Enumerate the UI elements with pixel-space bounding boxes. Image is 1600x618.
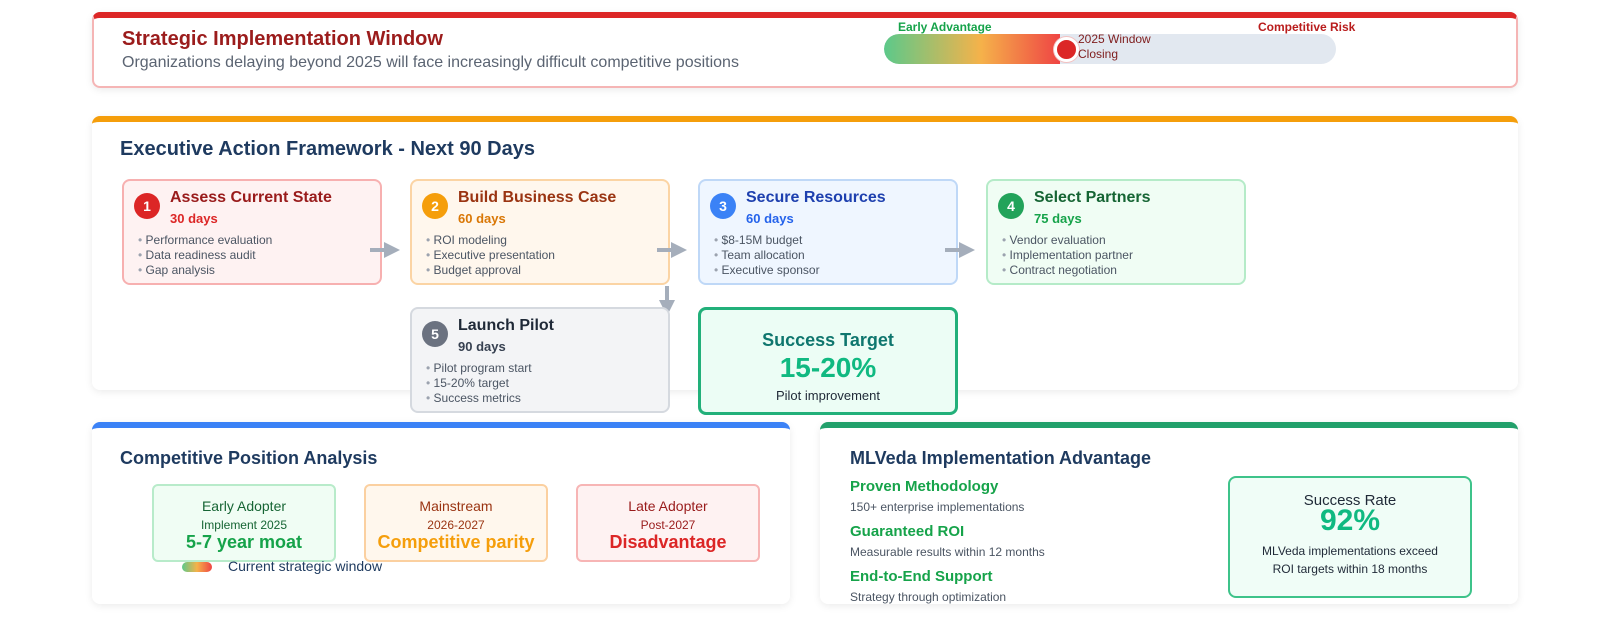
step-duration: 75 days xyxy=(1034,211,1082,226)
position-timing: Implement 2025 xyxy=(200,518,288,532)
step-number: 5 xyxy=(422,321,448,347)
step-bullet: Executive sponsor xyxy=(714,263,820,278)
feature-desc: Strategy through optimization xyxy=(850,590,1007,604)
step-bullet: ROI modeling xyxy=(426,233,555,248)
position-timing: Post-2027 xyxy=(640,518,696,532)
step-launch-pilot: 5 Launch Pilot 90 days Pilot program sta… xyxy=(410,307,670,413)
step-bullets: Vendor evaluation Implementation partner… xyxy=(1002,233,1133,278)
position-timing: 2026-2027 xyxy=(427,518,485,532)
feature-proven-methodology: Proven Methodology 150+ enterprise imple… xyxy=(850,478,1024,514)
feature-desc: 150+ enterprise implementations xyxy=(850,500,1025,514)
feature-title: Guaranteed ROI xyxy=(850,523,965,540)
position-result: Competitive parity xyxy=(377,532,535,552)
step-bullet: Vendor evaluation xyxy=(1002,233,1133,248)
position-early-adopter: Early Adopter Implement 2025 5-7 year mo… xyxy=(152,484,336,562)
step-duration: 90 days xyxy=(458,339,506,354)
step-bullet: 15-20% target xyxy=(426,376,532,391)
step-bullet: Gap analysis xyxy=(138,263,272,278)
feature-end-to-end-support: End-to-End Support Strategy through opti… xyxy=(850,568,1006,604)
timeline-fill xyxy=(884,34,1061,64)
step-title: Assess Current State xyxy=(170,189,332,206)
window-subtitle: Organizations delaying beyond 2025 will … xyxy=(122,54,739,71)
feature-desc: Measurable results within 12 months xyxy=(850,545,1045,559)
success-rate-box: Success Rate 92% MLVeda implementations … xyxy=(1228,476,1472,598)
arrow-right-icon xyxy=(370,242,400,258)
timeline-early-label: Early Advantage xyxy=(898,20,992,34)
position-name: Late Adopter xyxy=(628,498,708,514)
step-bullets: $8-15M budget Team allocation Executive … xyxy=(714,233,820,278)
legend-label: Current strategic window xyxy=(228,558,383,574)
timeline-risk-label: Competitive Risk xyxy=(1258,20,1356,34)
step-number: 2 xyxy=(422,193,448,219)
step-bullet: Implementation partner xyxy=(1002,248,1133,263)
legend-swatch xyxy=(182,562,212,572)
timeline-marker-label: 2025 Window Closing xyxy=(1078,32,1151,61)
success-target-label: Success Target xyxy=(762,330,894,350)
mlveda-title: MLVeda Implementation Advantage xyxy=(850,448,1152,468)
step-bullets: ROI modeling Executive presentation Budg… xyxy=(426,233,555,278)
step-bullet: Pilot program start xyxy=(426,361,532,376)
step-number: 1 xyxy=(134,193,160,219)
success-target-box: Success Target 15-20% Pilot improvement xyxy=(698,307,958,415)
step-number: 4 xyxy=(998,193,1024,219)
position-mainstream: Mainstream 2026-2027 Competitive parity xyxy=(364,484,548,562)
success-rate-value: 92% xyxy=(1319,504,1381,537)
step-bullet: $8-15M budget xyxy=(714,233,820,248)
step-bullets: Pilot program start 15-20% target Succes… xyxy=(426,361,532,406)
step-title: Select Partners xyxy=(1034,189,1151,206)
strategic-window-card: Strategic Implementation Window Organiza… xyxy=(92,12,1518,88)
mlveda-card: MLVeda Implementation Advantage Proven M… xyxy=(820,422,1518,604)
step-select-partners: 4 Select Partners 75 days Vendor evaluat… xyxy=(986,179,1246,285)
step-duration: 60 days xyxy=(746,211,794,226)
step-business-case: 2 Build Business Case 60 days ROI modeli… xyxy=(410,179,670,285)
feature-guaranteed-roi: Guaranteed ROI Measurable results within… xyxy=(850,523,1045,559)
step-bullet: Data readiness audit xyxy=(138,248,272,263)
success-target-value: 15-20% xyxy=(779,352,877,383)
success-rate-label: Success Rate xyxy=(1303,492,1397,509)
step-assess: 1 Assess Current State 30 days Performan… xyxy=(122,179,382,285)
step-number: 3 xyxy=(710,193,736,219)
step-duration: 30 days xyxy=(170,211,218,226)
position-name: Early Adopter xyxy=(201,498,287,514)
step-duration: 60 days xyxy=(458,211,506,226)
timeline-track xyxy=(884,34,1336,64)
competitive-card: Competitive Position Analysis Early Adop… xyxy=(92,422,790,604)
window-title: Strategic Implementation Window xyxy=(122,28,443,50)
position-result: 5-7 year moat xyxy=(185,532,303,552)
step-bullet: Team allocation xyxy=(714,248,820,263)
step-secure-resources: 3 Secure Resources 60 days $8-15M budget… xyxy=(698,179,958,285)
step-bullet: Budget approval xyxy=(426,263,555,278)
position-name: Mainstream xyxy=(419,498,493,514)
step-title: Launch Pilot xyxy=(458,317,554,334)
step-title: Build Business Case xyxy=(458,189,617,206)
step-bullet: Executive presentation xyxy=(426,248,555,263)
step-bullets: Performance evaluation Data readiness au… xyxy=(138,233,273,278)
arrow-right-icon xyxy=(945,242,975,258)
step-bullet: Performance evaluation xyxy=(138,233,273,248)
framework-title: Executive Action Framework - Next 90 Day… xyxy=(120,138,535,160)
arrow-right-icon xyxy=(657,242,687,258)
position-late-adopter: Late Adopter Post-2027 Disadvantage xyxy=(576,484,760,562)
step-bullet: Success metrics xyxy=(426,391,532,406)
timeline-marker xyxy=(1054,37,1079,62)
success-rate-desc: MLVeda implementations exceed ROI target… xyxy=(1262,544,1438,576)
feature-title: End-to-End Support xyxy=(850,568,993,585)
step-title: Secure Resources xyxy=(746,189,886,206)
step-bullet: Contract negotiation xyxy=(1002,263,1133,278)
feature-title: Proven Methodology xyxy=(850,478,999,495)
success-target-sub: Pilot improvement xyxy=(775,388,881,403)
position-result: Disadvantage xyxy=(609,532,727,552)
competitive-title: Competitive Position Analysis xyxy=(120,448,378,468)
